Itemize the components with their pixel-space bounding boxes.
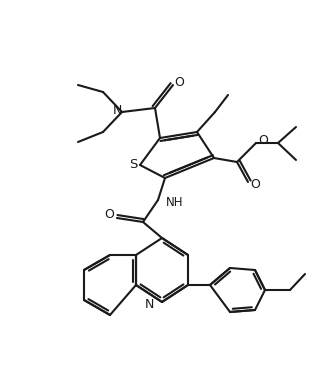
Text: O: O (174, 76, 184, 88)
Text: O: O (258, 134, 268, 147)
Text: N: N (145, 298, 154, 311)
Text: N: N (113, 104, 122, 116)
Text: NH: NH (166, 195, 183, 209)
Text: O: O (104, 209, 114, 222)
Text: O: O (250, 177, 260, 190)
Text: S: S (129, 159, 137, 172)
